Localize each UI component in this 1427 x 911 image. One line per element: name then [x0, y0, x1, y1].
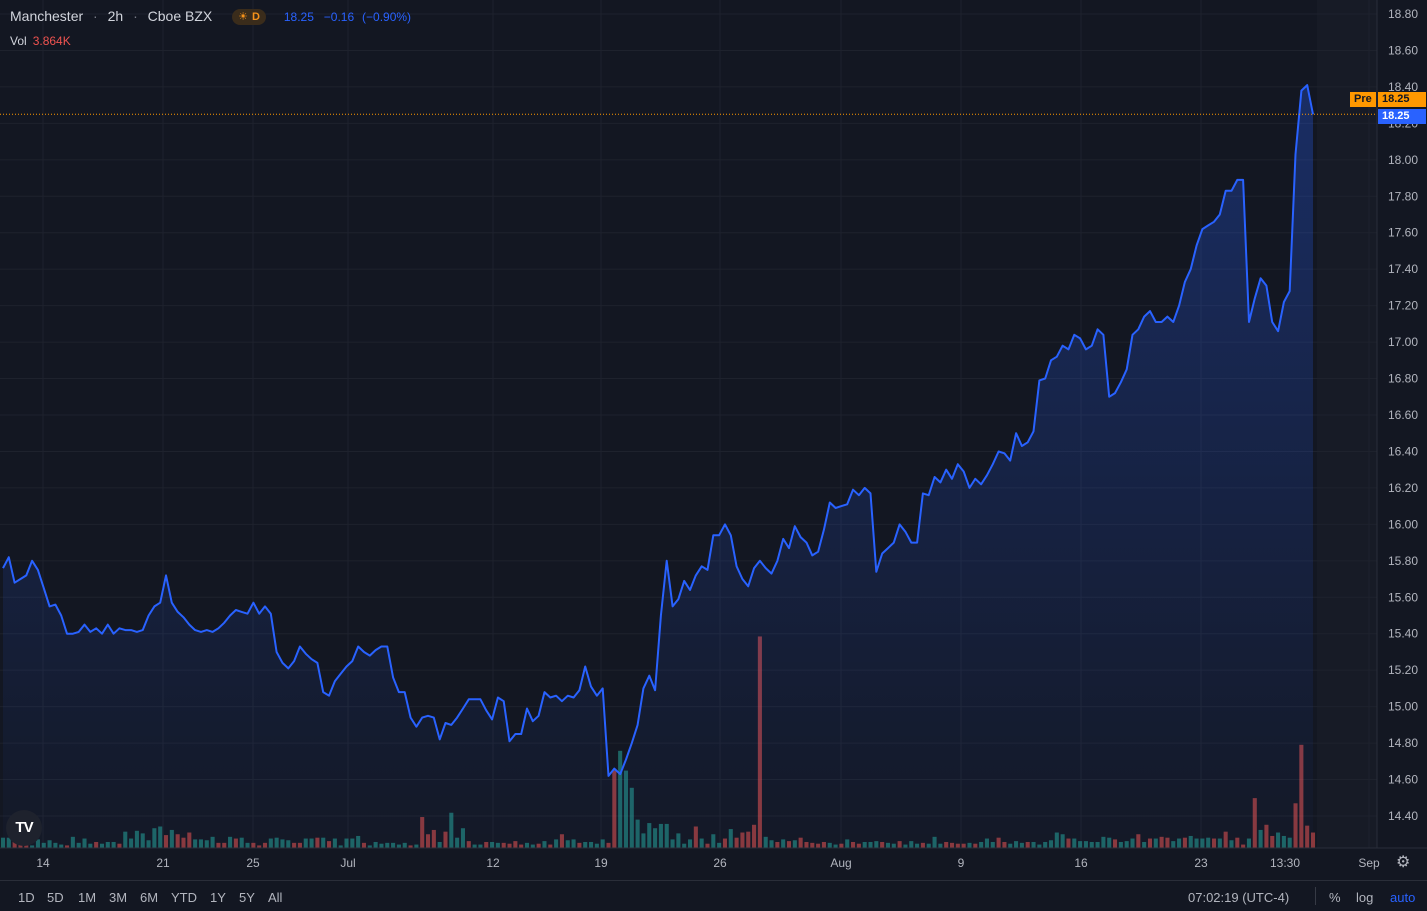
gear-icon[interactable]: ⚙	[1396, 854, 1411, 871]
volume-legend[interactable]: Vol 3.864K	[10, 34, 71, 48]
symbol-legend[interactable]: Manchester · 2h · Cboe BZX ☀ D 18.25 −0.1…	[10, 8, 412, 26]
range-all-button[interactable]: All	[268, 890, 283, 905]
price-tick-label: 17.60	[1388, 226, 1418, 240]
price-tick-label: 16.00	[1388, 517, 1418, 531]
range-6m-button[interactable]: 6M	[140, 890, 159, 905]
sun-icon: ☀	[238, 11, 248, 24]
range-1m-button[interactable]: 1M	[78, 890, 97, 905]
session-badge[interactable]: ☀ D	[232, 9, 266, 26]
price-tick-label: 16.40	[1388, 444, 1418, 458]
range-1y-button[interactable]: 1Y	[210, 890, 226, 905]
time-tick-label: 12	[486, 856, 500, 870]
interval[interactable]: 2h	[107, 8, 124, 24]
price-tick-label: 15.40	[1388, 627, 1418, 641]
time-tick-label: 19	[594, 856, 608, 870]
auto-scale-toggle[interactable]: auto	[1390, 890, 1416, 905]
price-tick-label: 17.40	[1388, 262, 1418, 276]
price-tick-label: 14.80	[1388, 736, 1418, 750]
price-area-fill	[3, 85, 1313, 849]
time-tick-label: 21	[156, 856, 170, 870]
volume-value: 3.864K	[32, 34, 71, 48]
price-tick-label: 15.60	[1388, 590, 1418, 604]
price-change-pct: (−0.90%)	[362, 10, 412, 24]
clock-display[interactable]: 07:02:19 (UTC-4)	[1188, 890, 1290, 905]
price-tick-label: 18.40	[1388, 80, 1418, 94]
bottom-toolbar: 1D 5D 1M 3M 6M YTD 1Y 5Y All 07:02:19 (U…	[0, 880, 1427, 911]
price-tick-label: 16.60	[1388, 408, 1418, 422]
price-tick-label: 14.40	[1388, 809, 1418, 823]
price-change: −0.16	[323, 10, 355, 24]
range-ytd-button[interactable]: YTD	[171, 890, 197, 905]
volume-label: Vol	[10, 34, 27, 48]
price-tick-label: 16.80	[1388, 372, 1418, 386]
time-tick-label: 9	[958, 856, 965, 870]
range-5d-button[interactable]: 5D	[47, 890, 64, 905]
time-tick-label: Sep	[1358, 856, 1380, 870]
current-price-tag: 18.25	[1378, 109, 1426, 124]
price-tick-label: 15.20	[1388, 663, 1418, 677]
symbol-name[interactable]: Manchester	[10, 8, 84, 24]
premarket-price-tag: 18.25	[1378, 92, 1426, 107]
time-tick-label: 16	[1074, 856, 1088, 870]
price-tick-label: 17.80	[1388, 189, 1418, 203]
price-tick-label: 15.80	[1388, 554, 1418, 568]
time-tick-label: 25	[246, 856, 260, 870]
premarket-label: Pre	[1350, 92, 1376, 107]
price-axis[interactable]: 14.40 14.60 14.80 15.00 15.20 15.40 15.60 15.80…	[1388, 7, 1418, 823]
price-chart[interactable]: 14.40 14.60 14.80 15.00 15.20 15.40 15.60 15.80…	[0, 0, 1427, 880]
price-tick-label: 16.20	[1388, 481, 1418, 495]
tradingview-logo[interactable]: TV	[6, 810, 42, 846]
time-tick-label: 14	[36, 856, 50, 870]
toolbar-divider	[1315, 887, 1316, 905]
range-1d-button[interactable]: 1D	[18, 890, 35, 905]
percent-toggle[interactable]: %	[1329, 890, 1341, 905]
log-toggle[interactable]: log	[1356, 890, 1374, 905]
range-3m-button[interactable]: 3M	[109, 890, 128, 905]
price-tick-label: 18.80	[1388, 7, 1418, 21]
last-price: 18.25	[283, 10, 314, 24]
time-axis[interactable]: 14 21 25 Jul 12 19 26 Aug 9 16 23 13:30 Sep	[36, 856, 1380, 870]
postmarket-shade	[1317, 0, 1377, 848]
time-tick-label: 13:30	[1270, 856, 1300, 870]
session-badge-label: D	[252, 11, 260, 24]
time-tick-label: 23	[1194, 856, 1208, 870]
exchange: Cboe BZX	[147, 8, 213, 24]
price-tick-label: 14.60	[1388, 773, 1418, 787]
price-tick-label: 18.60	[1388, 43, 1418, 57]
time-tick-label: Aug	[830, 856, 851, 870]
price-tick-label: 15.00	[1388, 700, 1418, 714]
price-line	[2, 84, 1314, 777]
range-5y-button[interactable]: 5Y	[239, 890, 255, 905]
time-tick-label: 26	[713, 856, 727, 870]
price-tick-label: 17.00	[1388, 335, 1418, 349]
time-tick-label: Jul	[340, 856, 355, 870]
legend-dot: ·	[93, 8, 98, 24]
price-tick-label: 17.20	[1388, 299, 1418, 313]
legend-dot: ·	[133, 8, 138, 24]
price-tick-label: 18.00	[1388, 153, 1418, 167]
